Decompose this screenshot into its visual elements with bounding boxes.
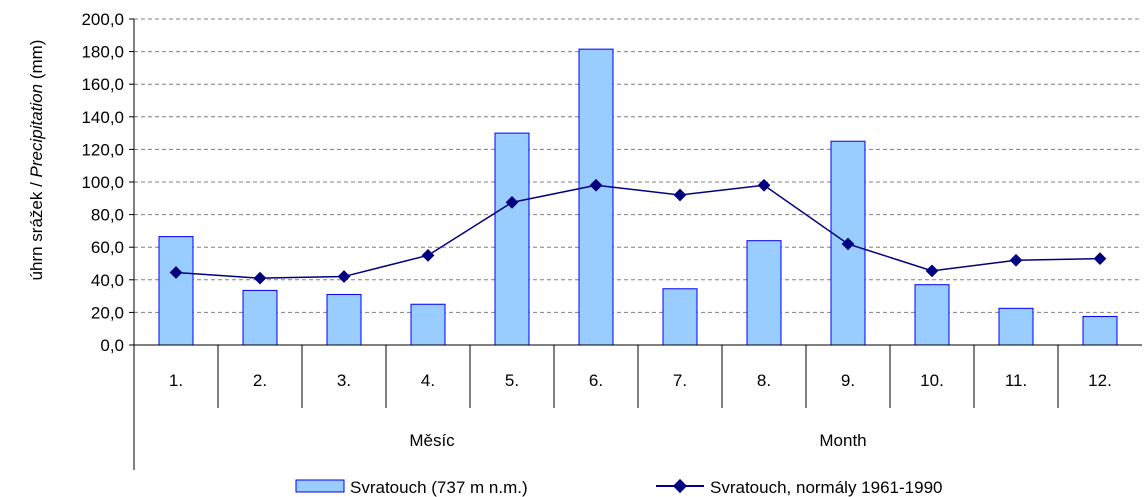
line-point — [421, 248, 435, 262]
y-tick-label: 0,0 — [100, 336, 124, 355]
line-point — [925, 264, 939, 278]
y-axis-label-italic: Precipitation — [27, 84, 46, 178]
line-series — [169, 178, 1107, 285]
x-category-label: 10. — [920, 371, 944, 390]
line-point — [1009, 253, 1023, 267]
x-category-label: 7. — [673, 371, 687, 390]
y-axis-label: úhrn srážek / Precipitation (mm) — [27, 40, 46, 281]
line-point — [673, 188, 687, 202]
line-point — [757, 178, 771, 192]
y-tick-label: 120,0 — [81, 140, 124, 159]
gridlines — [134, 18, 1142, 313]
x-category-label: 5. — [505, 371, 519, 390]
legend-label-bars: Svratouch (737 m n.m.) — [350, 478, 528, 497]
bar — [578, 48, 614, 346]
group-label-mesic: Měsíc — [409, 431, 455, 450]
bar — [662, 288, 698, 346]
x-category-label: 1. — [169, 371, 183, 390]
y-tick-label: 200,0 — [81, 10, 124, 29]
x-category-label: 8. — [757, 371, 771, 390]
y-axis-label-main: úhrn srážek / — [27, 177, 46, 280]
y-tick-label: 100,0 — [81, 173, 124, 192]
x-category-labels: 1. 2. 3. 4. 5. 6. 7. 8. 9. 10. 11. 12. — [169, 371, 1112, 390]
legend: Svratouch (737 m n.m.) Svratouch, normál… — [295, 478, 942, 497]
y-tick-labels: 0,0 20,0 40,0 60,0 80,0 100,0 120,0 140,0 160,0 1… — [81, 10, 124, 355]
bar — [158, 236, 194, 346]
y-tick-label: 180,0 — [81, 43, 124, 62]
bar — [326, 293, 362, 346]
y-tick-label: 160,0 — [81, 75, 124, 94]
x-category-label: 9. — [841, 371, 855, 390]
bar — [746, 240, 782, 346]
line-point — [337, 270, 351, 283]
bar — [494, 132, 530, 346]
x-category-label: 6. — [589, 371, 603, 390]
x-category-label: 2. — [253, 371, 267, 390]
line-point — [169, 266, 183, 279]
bar-series — [158, 48, 1118, 346]
bar — [242, 289, 278, 346]
x-category-label: 3. — [337, 371, 351, 390]
legend-label-line: Svratouch, normály 1961-1990 — [710, 478, 942, 497]
y-tick-label: 140,0 — [81, 108, 124, 127]
legend-swatch-marker — [672, 478, 688, 494]
bar — [914, 284, 950, 346]
line-point — [253, 271, 267, 285]
bar — [1082, 315, 1118, 346]
y-tick-label: 40,0 — [91, 271, 124, 290]
bar — [998, 307, 1034, 346]
x-category-label: 11. — [1005, 371, 1027, 390]
y-tick-label: 60,0 — [91, 238, 124, 257]
line-point — [1093, 252, 1107, 265]
bar — [410, 303, 446, 346]
group-label-month: Month — [819, 431, 866, 450]
y-tick-label: 20,0 — [91, 303, 124, 322]
x-category-label: 4. — [421, 371, 435, 390]
legend-swatch-bars — [295, 479, 345, 493]
x-category-label: 12. — [1088, 371, 1112, 390]
y-tick-label: 80,0 — [91, 206, 124, 225]
series-line — [175, 184, 1101, 279]
y-axis-label-unit: (mm) — [27, 40, 46, 84]
axes — [129, 18, 1142, 470]
